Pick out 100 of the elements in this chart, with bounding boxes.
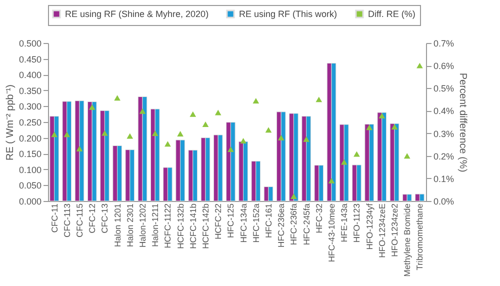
point (88, 104, 96, 110)
point (102, 130, 108, 136)
bar (112, 145, 118, 202)
point (354, 151, 360, 157)
x-tick-label: HCFC-141b (188, 203, 198, 249)
point (164, 141, 171, 147)
x-tick-label: Halon-1202 (138, 203, 148, 248)
x-tick-label: CFC-13 (100, 203, 110, 234)
y2-tick-label: 0.4% (434, 106, 454, 116)
x-tick-label: Halon-1211 (150, 203, 160, 247)
point (126, 133, 134, 139)
bar (364, 124, 370, 202)
x-tick-label: HFC-43-10mee (326, 203, 336, 262)
point (278, 134, 284, 140)
x-tick-label: Halon 2301 (124, 203, 135, 247)
bar (356, 164, 362, 202)
point (252, 98, 260, 104)
x-tick-label: HFC-134a (238, 203, 248, 243)
bar (331, 62, 336, 202)
bar (154, 108, 160, 202)
y2-tick-label: 0.3% (434, 128, 454, 139)
y-tick-label: 0.250 (18, 118, 42, 128)
bar (377, 112, 382, 202)
legend-label: RE using RF (Shine & Myhre, 2020) (65, 8, 209, 19)
point (378, 112, 386, 118)
point (303, 136, 310, 142)
y2-tick-label: 0.0% (434, 196, 454, 206)
x-tick-label: HFO-1123 (352, 203, 362, 243)
bar (419, 194, 424, 202)
y2-tick-label: 0.6% (434, 61, 454, 72)
bar (268, 186, 274, 202)
point (228, 146, 234, 152)
point (139, 108, 146, 114)
bar (176, 140, 181, 202)
point (190, 111, 196, 117)
x-tick-label: CFC-115 (74, 203, 84, 238)
x-tick-label: HCFC-142b (200, 203, 210, 249)
bar (92, 102, 97, 202)
point (416, 62, 423, 68)
x-tick-label: CFC-11 (49, 203, 60, 233)
bar (344, 124, 349, 202)
y-tick-label: 0.500 (18, 38, 42, 48)
point (202, 122, 209, 127)
bar (125, 150, 130, 202)
bar (406, 194, 412, 202)
bar (251, 160, 256, 202)
y-tick-label: 0.400 (18, 70, 42, 80)
x-tick-label: Tribromomethane (414, 203, 425, 270)
x-tick-label: HFE-143a (339, 203, 350, 242)
point (51, 132, 58, 138)
legend-label: RE using RF (This work) (239, 8, 338, 19)
bar (167, 167, 172, 202)
x-tick-label: HFC-152a (250, 203, 261, 243)
point (76, 146, 83, 152)
x-tick-label: HFC-236fa (288, 203, 299, 246)
y-axis-title: RE ( Wm⁻² ppb⁻¹) (4, 84, 16, 160)
point (328, 178, 335, 184)
bar (302, 116, 307, 202)
x-tick-label: HFC-125 (226, 203, 236, 238)
y2-tick-label: 0.1% (434, 174, 454, 184)
x-tick-label: HFC-161 (264, 203, 274, 238)
bar (104, 110, 110, 202)
bar (293, 113, 298, 202)
y2-tick-label: 0.7% (434, 38, 454, 48)
bar (280, 112, 286, 202)
x-tick-label: Halon 1201 (112, 203, 122, 247)
y-tick-label: 0.100 (18, 164, 42, 175)
point (316, 96, 322, 102)
bar (238, 141, 244, 202)
y-tick-label: 0.050 (18, 180, 42, 191)
x-tick-label: Methylene Bromide (402, 203, 412, 277)
bar (394, 123, 400, 202)
x-tick-label: HCFC-1122 (162, 203, 173, 248)
y2-tick-label: 0.2% (434, 151, 454, 162)
point (265, 127, 272, 133)
y-tick-label: 0.000 (18, 196, 42, 206)
point (152, 130, 158, 136)
point (391, 124, 398, 130)
y-tick-label: 0.350 (18, 86, 42, 96)
x-tick-label: CFC-113 (62, 203, 72, 238)
bar (62, 101, 68, 202)
bar (314, 165, 320, 202)
y-tick-label: 0.450 (18, 54, 42, 64)
y-tick-label: 0.200 (18, 133, 42, 144)
point (366, 124, 372, 130)
point (290, 194, 297, 199)
point (64, 132, 70, 138)
legend-label: Diff. RE (%) (368, 8, 416, 19)
x-tick-label: HFC-32 (314, 203, 324, 234)
point (240, 138, 246, 144)
x-tick-label: HFC-236ea (276, 203, 286, 248)
bar (79, 100, 84, 202)
y-tick-label: 0.300 (18, 102, 42, 112)
bar (50, 116, 55, 202)
point (340, 159, 348, 165)
x-tick-label: HFC-245fa (301, 203, 312, 246)
y2-tick-label: 0.5% (434, 84, 454, 94)
bar (188, 150, 194, 202)
bar (142, 96, 148, 202)
x-tick-label: HCFC-132b (175, 203, 186, 249)
